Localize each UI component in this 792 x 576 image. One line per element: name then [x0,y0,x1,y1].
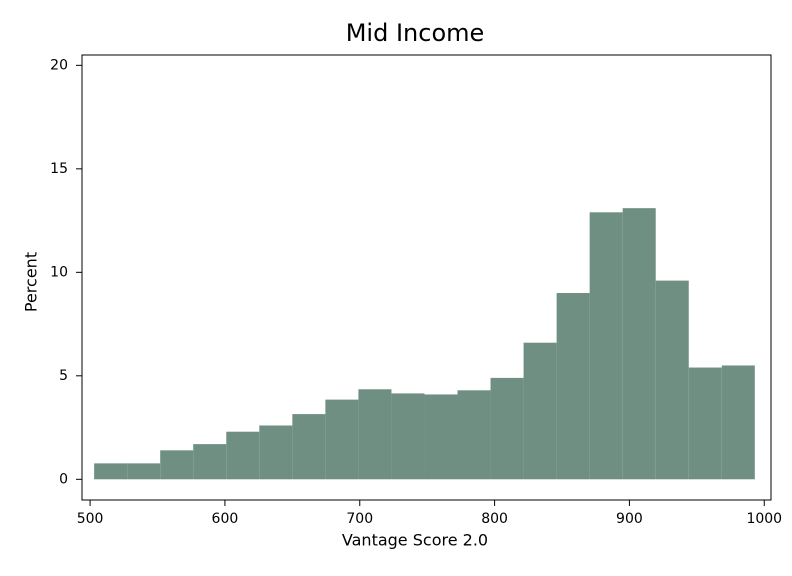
bar [358,389,392,480]
bars [94,208,755,480]
x-tick-label: 900 [616,511,643,527]
bar [655,280,689,480]
x-tick-label: 1000 [746,511,782,527]
bar [259,425,293,480]
bar [490,377,524,480]
bar [292,414,326,480]
bar [127,463,161,480]
bar [424,394,458,480]
y-tick-label: 5 [59,368,68,384]
bar [523,342,557,480]
y-axis-label: Percent [22,252,41,312]
bar [721,365,755,480]
bar [160,450,194,480]
bar [556,293,590,480]
bar [391,393,425,480]
x-tick-label: 700 [346,511,373,527]
plot-frame [81,54,772,501]
y-tick-label: 0 [59,471,68,487]
bar [622,208,656,480]
bar [226,431,260,480]
bar [193,444,227,480]
bar [94,463,128,480]
bar [589,212,623,480]
y-tick-label: 10 [50,264,68,280]
bar [325,399,359,480]
x-tick-label: 500 [77,511,104,527]
bar [688,367,722,480]
bar [457,390,491,480]
x-tick-label: 600 [212,511,239,527]
y-tick-label: 15 [50,161,68,177]
x-axis-label: Vantage Score 2.0 [342,531,488,550]
y-tick-label: 20 [50,57,68,73]
x-tick-label: 800 [481,511,508,527]
chart-title: Mid Income [346,19,485,47]
